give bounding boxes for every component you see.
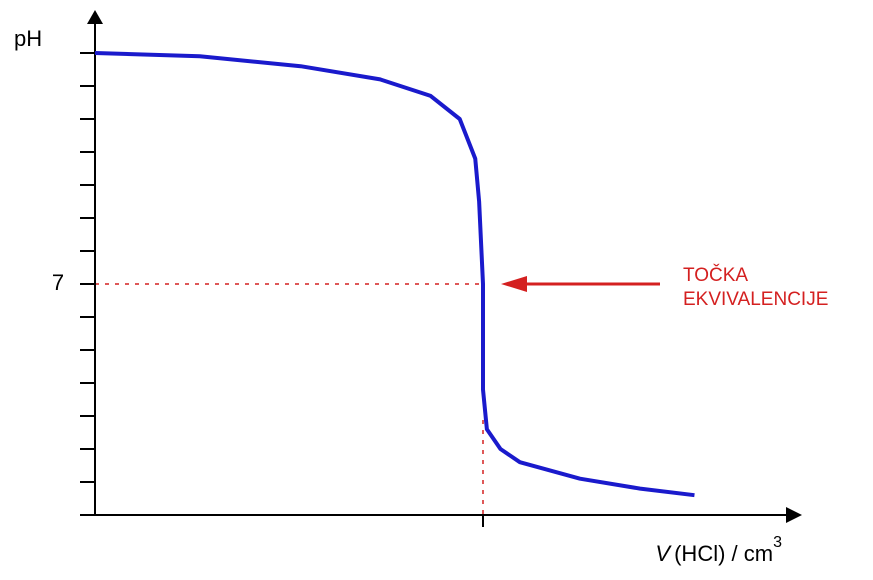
annotation-text: EKVIVALENCIJE xyxy=(683,289,828,310)
x-axis-label: V (HCl) / cm3 xyxy=(655,534,782,566)
titration-curve xyxy=(94,51,695,498)
x-label-variable: V xyxy=(655,541,672,566)
x-axis-arrow xyxy=(786,507,802,523)
x-label-text: (HCl) / cm xyxy=(674,541,773,566)
y-axis-arrow xyxy=(87,10,103,24)
y-tick-label: 7 xyxy=(52,270,64,295)
annotation-text: TOČKA xyxy=(683,264,748,286)
y-axis-label: pH xyxy=(14,26,42,51)
annotation-arrowhead xyxy=(501,276,527,292)
x-label-superscript: 3 xyxy=(773,534,782,551)
